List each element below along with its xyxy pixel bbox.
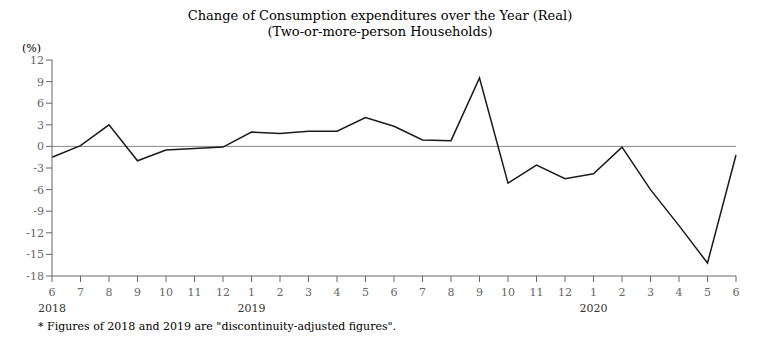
svg-text:6: 6 [49,286,56,299]
svg-text:12: 12 [558,286,572,299]
svg-text:5: 5 [704,286,711,299]
svg-text:8: 8 [448,286,455,299]
svg-text:-15: -15 [26,248,44,261]
svg-text:6: 6 [733,286,740,299]
svg-text:1: 1 [248,286,255,299]
svg-text:2019: 2019 [238,302,266,312]
svg-text:-3: -3 [33,162,44,175]
svg-text:2: 2 [277,286,284,299]
svg-text:1: 1 [590,286,597,299]
svg-text:4: 4 [334,286,341,299]
svg-text:2018: 2018 [38,302,66,312]
svg-text:12: 12 [30,54,44,67]
html-text:(Two-or-more-person Households: (Two-or-more-person Households) [267,24,493,39]
svg-text:11: 11 [188,286,202,299]
svg-text:2: 2 [619,286,626,299]
svg-text:-9: -9 [33,205,44,218]
svg-text:11: 11 [530,286,544,299]
svg-text:12: 12 [216,286,230,299]
svg-text:4: 4 [676,286,683,299]
svg-text:0: 0 [37,140,44,153]
svg-text:5: 5 [362,286,369,299]
svg-text:-18: -18 [26,270,44,283]
html-text:* Figures of 2018 and 2019 are: * Figures of 2018 and 2019 are "disconti… [38,320,397,333]
svg-text:9: 9 [37,76,44,89]
svg-text:10: 10 [159,286,173,299]
svg-text:10: 10 [501,286,515,299]
svg-text:6: 6 [391,286,398,299]
svg-text:-12: -12 [26,227,44,240]
svg-text:-6: -6 [33,184,44,197]
html-text:Change of Consumption expendit: Change of Consumption expenditures over … [187,8,573,23]
svg-text:8: 8 [106,286,113,299]
svg-text:9: 9 [476,286,483,299]
svg-text:2020: 2020 [580,302,608,312]
svg-text:3: 3 [305,286,312,299]
svg-text:7: 7 [77,286,84,299]
svg-text:3: 3 [37,119,44,132]
svg-text:7: 7 [419,286,426,299]
svg-text:9: 9 [134,286,141,299]
svg-text:6: 6 [37,97,44,110]
svg-text:3: 3 [647,286,654,299]
